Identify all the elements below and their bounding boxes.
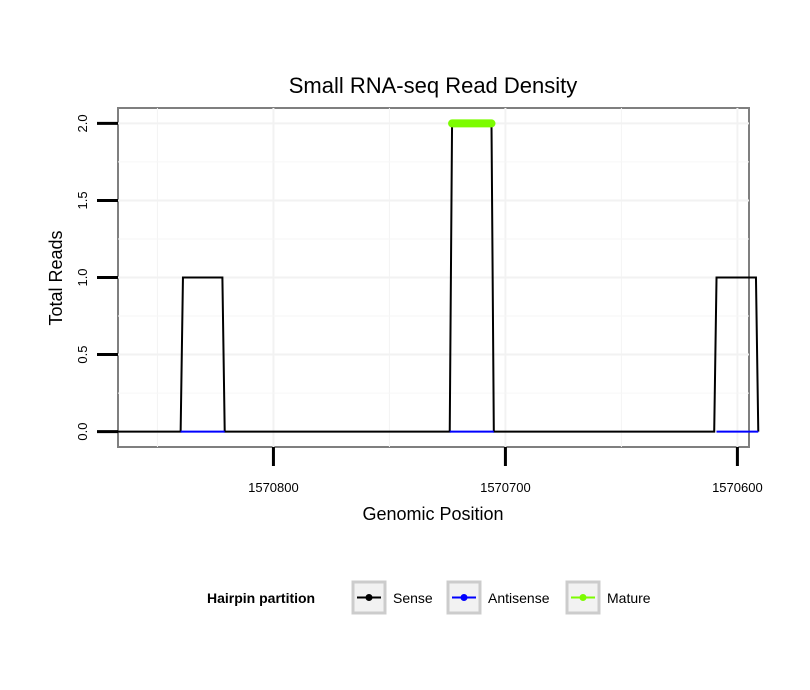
legend-label-mature: Mature <box>607 590 651 606</box>
legend-title: Hairpin partition <box>207 590 315 606</box>
legend-label-antisense: Antisense <box>488 590 550 606</box>
x-tick-label-0: 1570800 <box>248 480 299 495</box>
series-layer <box>118 119 760 433</box>
legend: Hairpin partition Sense Antisense Mature <box>207 580 651 615</box>
x-axis-title: Genomic Position <box>362 504 503 524</box>
y-tick-label-4: 2.0 <box>75 114 90 132</box>
x-tick-label-2: 1570600 <box>712 480 763 495</box>
legend-dot-mature <box>579 594 587 601</box>
y-tick-label-2: 1.0 <box>75 268 90 286</box>
legend-dot-sense <box>365 594 373 601</box>
y-tick-label-0: 0.0 <box>75 423 90 441</box>
legend-label-sense: Sense <box>393 590 433 606</box>
y-tick-label-3: 1.5 <box>75 191 90 209</box>
y-tick-label-1: 0.5 <box>75 346 90 364</box>
x-tick-label-1: 1570700 <box>480 480 531 495</box>
chart-title: Small RNA-seq Read Density <box>289 73 578 98</box>
legend-dot-antisense <box>460 594 468 601</box>
axes: 0.0 0.5 1.0 1.5 2.0 1570800 1570700 1570600 <box>75 114 763 495</box>
y-axis-title: Total Reads <box>46 230 66 325</box>
